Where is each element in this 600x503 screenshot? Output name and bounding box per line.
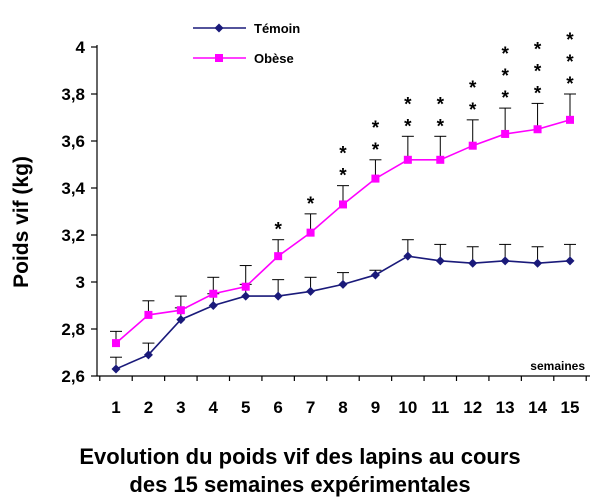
chart-title-line2: des 15 semaines expérimentales xyxy=(129,472,471,497)
data-point-square xyxy=(241,282,250,291)
y-tick-label: 2,8 xyxy=(61,320,85,339)
x-tick-label: 10 xyxy=(398,398,417,417)
significance-star: * xyxy=(339,166,347,187)
legend-marker-diamond xyxy=(214,23,224,33)
significance-star: * xyxy=(339,144,347,165)
data-point-diamond xyxy=(403,251,413,261)
x-tick-label: 14 xyxy=(528,398,547,417)
x-tick-label: 9 xyxy=(371,398,380,417)
significance-star: * xyxy=(534,39,542,60)
data-point-square xyxy=(112,339,120,348)
significance-star: * xyxy=(566,74,574,95)
data-point-diamond xyxy=(143,350,153,360)
x-tick-label: 6 xyxy=(273,398,282,417)
significance-star: * xyxy=(501,66,509,87)
significance-star: * xyxy=(372,118,380,139)
data-point-square xyxy=(339,200,347,209)
significance-star: * xyxy=(437,116,445,137)
data-point-diamond xyxy=(176,315,186,325)
y-tick-label: 3,6 xyxy=(61,132,85,151)
y-tick-label: 3,4 xyxy=(61,179,85,198)
x-tick-label: 5 xyxy=(241,398,250,417)
x-tick-label: 2 xyxy=(144,398,153,417)
significance-star: * xyxy=(566,52,574,73)
data-point-diamond xyxy=(241,291,251,301)
y-tick-label: 3,8 xyxy=(61,85,85,104)
x-tick-label: 7 xyxy=(306,398,315,417)
data-point-square xyxy=(468,141,477,150)
x-tick-label: 12 xyxy=(463,398,482,417)
significance-star: * xyxy=(534,61,542,82)
significance-star: * xyxy=(566,30,574,51)
significance-star: * xyxy=(437,94,445,115)
y-tick-label: 3 xyxy=(76,273,85,292)
data-point-square xyxy=(436,155,445,164)
x-tick-label: 4 xyxy=(209,398,219,417)
data-point-diamond xyxy=(208,301,218,310)
significance-star: * xyxy=(469,78,477,99)
y-tick-label: 3,2 xyxy=(61,226,85,245)
y-tick-label: 2,6 xyxy=(61,367,85,386)
data-point-square xyxy=(306,228,315,237)
data-point-diamond xyxy=(111,364,121,374)
data-point-diamond xyxy=(273,291,283,301)
data-point-square xyxy=(533,125,542,134)
x-tick-label: 1 xyxy=(111,398,120,417)
significance-star: * xyxy=(501,88,509,109)
data-point-diamond xyxy=(338,279,348,289)
data-point-diamond xyxy=(565,256,575,266)
data-point-square xyxy=(274,252,283,261)
data-point-square xyxy=(371,174,380,183)
significance-star: * xyxy=(404,116,412,137)
data-point-square xyxy=(501,129,510,138)
y-axis-label: Poids vif (kg) xyxy=(10,156,33,288)
chart-title: Evolution du poids vif des lapins au cou… xyxy=(79,444,521,469)
data-point-diamond xyxy=(533,258,543,268)
data-point-diamond xyxy=(468,258,478,268)
data-point-diamond xyxy=(435,256,445,266)
legend-marker-square xyxy=(215,54,223,62)
data-point-diamond xyxy=(370,270,380,280)
x-tick-label: 11 xyxy=(431,398,449,417)
data-point-diamond xyxy=(500,256,510,266)
x-tick-label: 8 xyxy=(338,398,347,417)
x-tick-label: 3 xyxy=(176,398,185,417)
x-ticks: 1 2 3 4 5 6 7 8 9 10 11 12 13 14 15 xyxy=(99,376,587,417)
significance-stars: **** ** **** ** ********* xyxy=(274,30,574,241)
significance-star: * xyxy=(404,94,412,115)
y-ticks: 2,6 2,8 3 3,2 3,4 3,6 3,8 4 xyxy=(61,38,97,386)
series-markers xyxy=(111,115,575,374)
legend-label: Témoin xyxy=(254,21,300,36)
data-point-square xyxy=(566,115,574,124)
significance-star: * xyxy=(274,220,282,241)
data-point-square xyxy=(403,155,412,164)
data-point-square xyxy=(176,306,185,315)
significance-star: * xyxy=(501,44,509,65)
significance-star: * xyxy=(372,140,380,161)
legend: Témoin Obèse xyxy=(193,21,300,66)
y-tick-label: 4 xyxy=(76,38,86,57)
x-axis-label: semaines xyxy=(530,359,585,373)
legend-label: Obèse xyxy=(254,51,294,66)
significance-star: * xyxy=(469,100,477,121)
x-tick-label: 15 xyxy=(561,398,580,417)
data-point-square xyxy=(209,289,218,298)
data-point-diamond xyxy=(306,286,316,296)
x-tick-label: 13 xyxy=(496,398,515,417)
significance-star: * xyxy=(307,194,315,215)
data-point-square xyxy=(144,310,153,319)
axes xyxy=(96,45,590,377)
significance-star: * xyxy=(534,83,542,104)
